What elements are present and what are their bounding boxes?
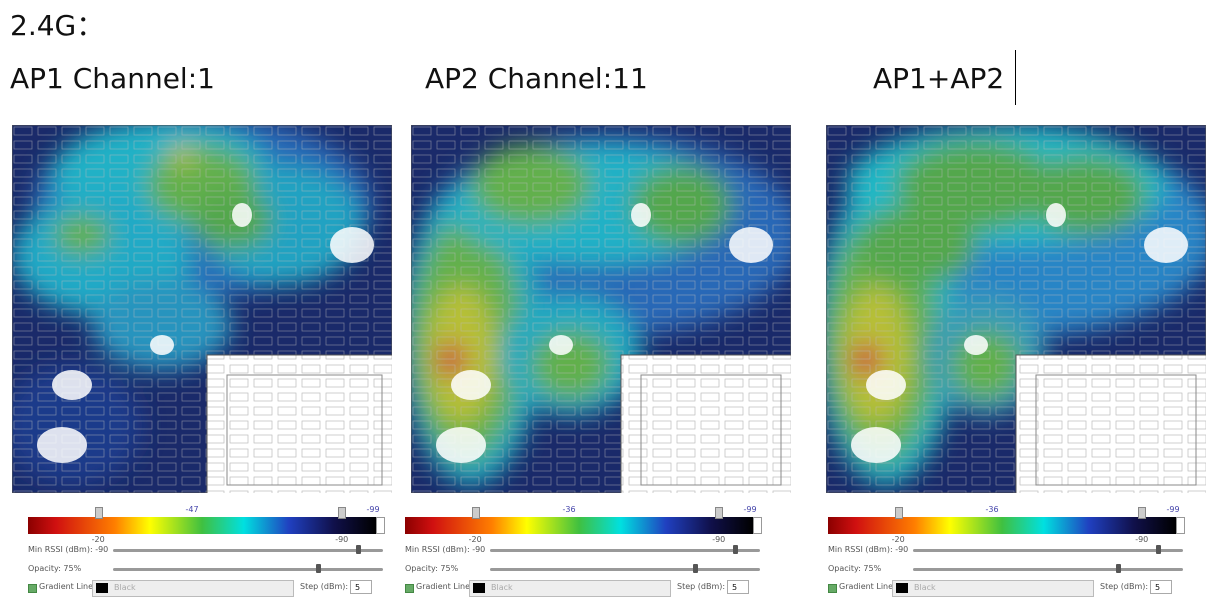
step-spinner[interactable]: 5 [727, 580, 749, 594]
scale-handle[interactable] [715, 507, 724, 519]
gradient-label: Gradient Lines [39, 582, 98, 591]
map-outline [826, 125, 1206, 493]
white-spot [330, 227, 374, 263]
floor-plan [1016, 355, 1206, 493]
opacity-track [913, 568, 1183, 571]
color-bar [28, 517, 376, 534]
opacity-label: Opacity: 75% [28, 564, 82, 573]
opacity-thumb[interactable] [692, 564, 698, 573]
scale-marker: -99 [366, 505, 380, 514]
gradient-checkbox[interactable] [405, 584, 414, 593]
white-spot [729, 227, 773, 263]
min-rssi-thumb[interactable] [1156, 545, 1161, 554]
scale-marker: -20 [468, 535, 482, 544]
floor-plan [621, 355, 791, 493]
line-color-swatch [96, 583, 108, 593]
min-rssi-track [113, 549, 383, 552]
line-color-dropdown[interactable] [469, 580, 671, 597]
floor-walls [226, 374, 383, 486]
min-rssi-label: Min RSSI (dBm): -90 [28, 545, 109, 554]
white-spot [851, 427, 901, 463]
scale-marker: -20 [891, 535, 905, 544]
scale-marker: -99 [1166, 505, 1180, 514]
white-spot [1046, 203, 1066, 227]
line-color-value: Black [114, 583, 136, 592]
opacity-thumb[interactable] [1115, 564, 1121, 573]
scale-handle[interactable] [1138, 507, 1147, 519]
map-outline [411, 125, 791, 493]
line-color-dropdown[interactable] [892, 580, 1094, 597]
opacity-thumb[interactable] [315, 564, 321, 573]
panel-title: AP2 Channel:11 [425, 62, 648, 95]
min-rssi-thumb[interactable] [356, 545, 361, 554]
min-rssi-track [913, 549, 1183, 552]
min-rssi-thumb[interactable] [733, 545, 738, 554]
line-color-swatch [473, 583, 485, 593]
min-rssi-track [490, 549, 760, 552]
gradient-label: Gradient Lines [416, 582, 475, 591]
line-color-swatch [896, 583, 908, 593]
white-spot [150, 335, 174, 355]
white-spot [451, 370, 491, 400]
step-label: Step (dBm): [677, 582, 726, 591]
white-spot [866, 370, 906, 400]
scale-handle[interactable] [471, 507, 480, 519]
panel-title: AP1 Channel:1 [10, 62, 215, 95]
color-bar-menu[interactable] [376, 517, 385, 534]
white-spot [436, 427, 486, 463]
map-outline [12, 125, 392, 493]
white-spot [964, 335, 988, 355]
color-bar-menu[interactable] [1176, 517, 1185, 534]
scale-handle[interactable] [338, 507, 347, 519]
white-spot [52, 370, 92, 400]
text-cursor [1015, 50, 1016, 105]
heatmap [411, 125, 791, 493]
color-bar-menu[interactable] [753, 517, 762, 534]
white-spot [631, 203, 651, 227]
white-spot [549, 335, 573, 355]
scale-handle[interactable] [894, 507, 903, 519]
white-spot [37, 427, 87, 463]
scale-marker: -36 [562, 505, 576, 514]
gradient-label: Gradient Lines [839, 582, 898, 591]
floor-plan [207, 355, 392, 493]
line-color-value: Black [914, 583, 936, 592]
scale-marker: -90 [335, 535, 349, 544]
line-color-dropdown[interactable] [92, 580, 294, 597]
min-rssi-label: Min RSSI (dBm): -90 [828, 545, 909, 554]
panel-title: AP1+AP2 [873, 62, 1005, 95]
floor-walls [1035, 374, 1197, 486]
scale-marker: -47 [185, 505, 199, 514]
scale-handle[interactable] [94, 507, 103, 519]
color-bar [828, 517, 1176, 534]
white-spot [1144, 227, 1188, 263]
min-rssi-label: Min RSSI (dBm): -90 [405, 545, 486, 554]
heatmap [12, 125, 392, 493]
line-color-value: Black [491, 583, 513, 592]
step-spinner[interactable]: 5 [350, 580, 372, 594]
white-spot [232, 203, 252, 227]
floor-walls [640, 374, 782, 486]
scale-marker: -99 [743, 505, 757, 514]
heading: 2.4G： [10, 9, 105, 42]
heatmap [826, 125, 1206, 493]
gradient-checkbox[interactable] [28, 584, 37, 593]
scale-marker: -20 [91, 535, 105, 544]
step-spinner[interactable]: 5 [1150, 580, 1172, 594]
step-label: Step (dBm): [300, 582, 349, 591]
opacity-label: Opacity: 75% [405, 564, 459, 573]
step-label: Step (dBm): [1100, 582, 1149, 591]
scale-marker: -36 [985, 505, 999, 514]
opacity-track [113, 568, 383, 571]
scale-marker: -90 [712, 535, 726, 544]
opacity-label: Opacity: 75% [828, 564, 882, 573]
gradient-checkbox[interactable] [828, 584, 837, 593]
scale-marker: -90 [1135, 535, 1149, 544]
opacity-track [490, 568, 760, 571]
color-bar [405, 517, 753, 534]
